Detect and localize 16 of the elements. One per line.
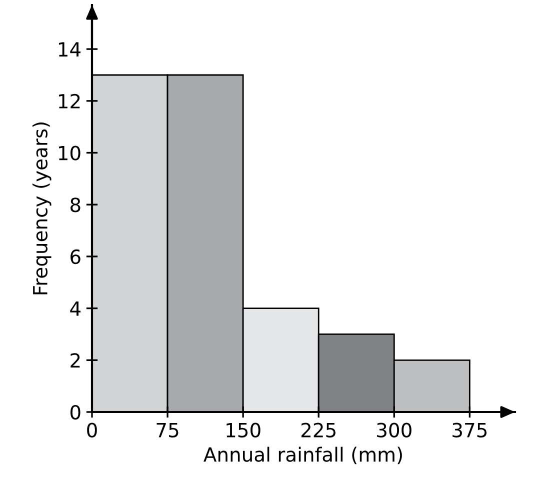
x-tick-label: 75 <box>156 423 178 438</box>
x-tick-label: 225 <box>301 422 336 438</box>
y-tick-label: 14 <box>58 42 80 56</box>
y-tick-label: 10 <box>58 146 80 160</box>
y-tick-label: 2 <box>70 353 80 368</box>
x-tick-label: 300 <box>377 422 412 438</box>
y-tick-label: 0 <box>70 404 80 420</box>
y-tick-label: 6 <box>70 249 80 264</box>
x-axis-title: Annual rainfall (mm) <box>204 446 402 464</box>
y-axis-title: Frequency (years) <box>32 122 52 294</box>
x-tick-label: 375 <box>452 422 487 438</box>
x-tick-label: 150 <box>226 422 260 438</box>
y-tick-label: 8 <box>70 198 80 212</box>
x-tick-label: 0 <box>87 422 97 438</box>
y-tick-label: 12 <box>58 94 80 108</box>
y-tick-label: 4 <box>70 302 80 316</box>
